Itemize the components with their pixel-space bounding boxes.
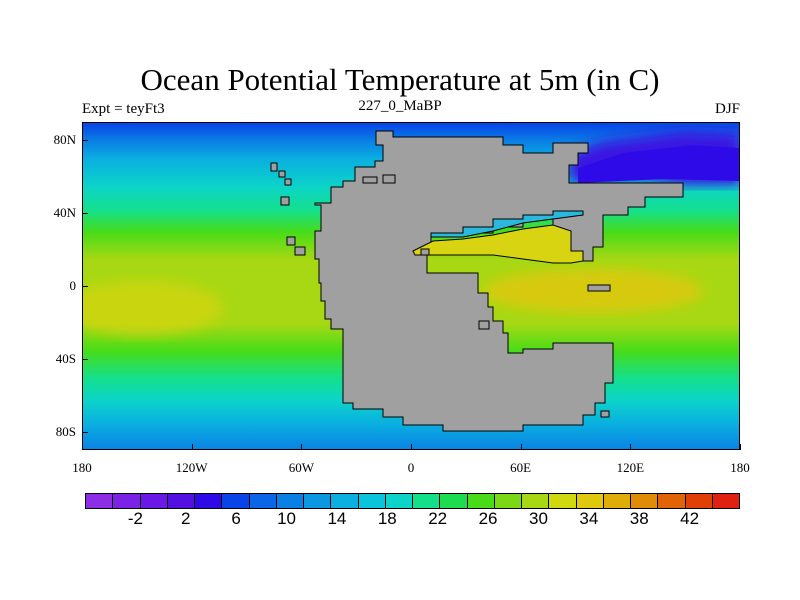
longitude-tick: [630, 444, 632, 450]
colorbar-segment: [440, 494, 468, 508]
islet: [286, 236, 296, 246]
colorbar-tick-label: 26: [478, 509, 498, 528]
warm-pool-west: [83, 280, 223, 336]
latitude-tick: [82, 431, 88, 433]
colorbar-segment: [304, 494, 332, 508]
longitude-tick: [740, 444, 741, 450]
colorbar-segment: [494, 494, 522, 508]
islet: [478, 320, 490, 330]
longitude-tick: [301, 444, 303, 450]
colorbar-segment: [631, 494, 659, 508]
tethys-warm-sea: [412, 224, 584, 264]
islet: [270, 162, 278, 172]
colorbar-segment: [331, 494, 359, 508]
colorbar-segment: [522, 494, 550, 508]
longitude-tick-label: 180: [730, 460, 750, 475]
latitude-tick-label: 80N: [53, 132, 76, 148]
latitude-tick: [82, 286, 88, 287]
colorbar-segment: [549, 494, 577, 508]
islet: [284, 178, 292, 186]
colorbar-segment: [195, 494, 223, 508]
season-label: DJF: [714, 101, 740, 117]
colorbar-segment: [658, 494, 686, 508]
island: [587, 284, 611, 292]
colorbar-segment: [358, 494, 386, 508]
colorbar-segment: [413, 494, 441, 508]
longitude-tick-label: 60W: [288, 460, 314, 475]
colorbar-tick-label: 14: [327, 509, 347, 528]
map-plot-area: [82, 122, 740, 450]
tethys-sea: [430, 210, 584, 238]
colorbar-tick-label: 34: [579, 509, 599, 528]
islet: [600, 410, 610, 418]
colorbar-segment: [167, 494, 195, 508]
islet: [294, 246, 306, 256]
colorbar-segment: [685, 494, 713, 508]
colorbar-segment: [86, 494, 114, 508]
longitude-tick: [82, 444, 83, 450]
colorbar-tick-label: 22: [428, 509, 448, 528]
colorbar-segment: [113, 494, 141, 508]
colorbar-tick-label: 18: [377, 509, 397, 528]
longitude-tick-label: 0: [407, 460, 415, 475]
longitude-tick-label: 180: [72, 460, 92, 475]
latitude-tick: [82, 358, 88, 360]
colorbar-segment: [576, 494, 604, 508]
colorbar-segment: [603, 494, 631, 508]
longitude-tick: [411, 444, 412, 450]
supercontinent-land: [314, 130, 684, 432]
latitude-tick: [82, 213, 88, 215]
longitude-tick: [191, 444, 193, 450]
colorbar-tick-label: 2: [181, 509, 191, 528]
islet: [278, 170, 286, 178]
temperature-field: [83, 123, 739, 449]
period-label: 227_0_MaBP: [358, 98, 442, 114]
colorbar-tick-label: -2: [127, 509, 143, 528]
longitude-tick: [520, 444, 522, 450]
latitude-tick-label: 40N: [53, 205, 76, 221]
islet: [280, 196, 290, 206]
colorbar-segment: [467, 494, 495, 508]
colorbar-segment: [385, 494, 413, 508]
islet: [420, 248, 430, 256]
cold-northern-sea-core: [578, 145, 739, 183]
colorbar-tick-label: 6: [231, 509, 241, 528]
latitude-tick-label: 0: [69, 278, 77, 293]
longitude-tick-label: 120E: [616, 460, 645, 475]
latitude-tick-label: 80S: [55, 423, 76, 439]
islet: [362, 176, 378, 184]
latitude-tick-label: 40S: [55, 350, 76, 366]
colorbar-tick-label: 30: [528, 509, 548, 528]
colorbar-segment: [222, 494, 250, 508]
colorbar-tick-label: 10: [277, 509, 296, 528]
colorbar-segment: [276, 494, 304, 508]
colorbar-segment: [712, 494, 739, 508]
longitude-tick-label: 60E: [510, 460, 532, 475]
colorbar-segment: [140, 494, 168, 508]
colorbar-segment: [249, 494, 277, 508]
colorbar-tick-label: 42: [680, 509, 700, 528]
latitude-tick: [82, 140, 88, 142]
experiment-label: Expt = teyFt3: [82, 101, 165, 117]
longitude-tick-label: 120W: [175, 460, 208, 475]
islet: [382, 174, 396, 184]
colorbar-tick-label: 38: [629, 509, 649, 528]
map-title: Ocean Potential Temperature at 5m (in C): [140, 62, 660, 97]
colorbar: [85, 493, 740, 509]
